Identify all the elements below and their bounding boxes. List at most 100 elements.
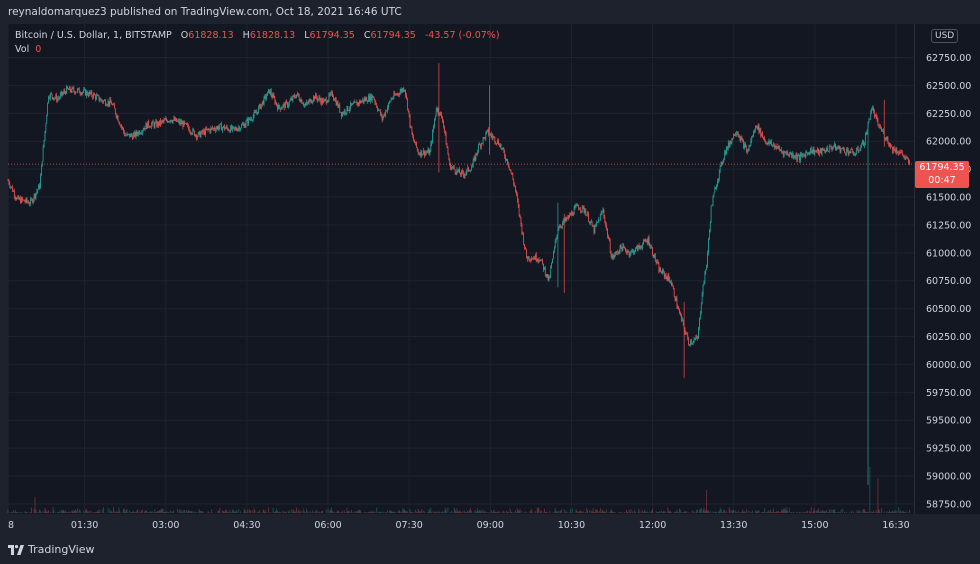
candle-body [74,91,76,94]
volume-bar [150,512,152,513]
volume-bar [900,510,901,513]
volume-bar [211,509,213,513]
candle-body [7,180,9,182]
candle-body [262,101,264,105]
volume-bar [544,511,546,513]
candle-body [296,94,297,98]
volume-bar [232,510,234,513]
volume-bar [521,511,523,513]
volume-bar [95,511,97,513]
candle-body [434,115,436,121]
volume-bar [546,511,548,513]
volume-bar [268,507,269,513]
candle-body [187,124,188,126]
volume-bar [430,507,432,513]
volume-bar [133,512,135,513]
chart-pane[interactable] [8,24,914,514]
candle-body [816,151,817,153]
candle-body [21,197,22,203]
volume-bar [718,510,720,513]
volume-bar [883,511,885,513]
volume-bar [543,508,545,513]
volume-bar [620,512,622,513]
volume-bar [441,511,443,513]
candle-body [140,133,141,134]
candle-body [109,99,111,105]
volume-bar [80,512,82,513]
volume-bar [780,512,781,513]
candle-body [719,165,721,171]
volume-bar [184,510,186,513]
candle-body [885,138,887,140]
volume-bar [830,509,832,513]
currency-button[interactable]: USD [931,29,959,43]
volume-bar [202,511,204,513]
candle-body [137,133,139,135]
volume-bar [474,510,476,513]
candle-body [452,167,453,168]
candle-body [217,126,219,130]
candle-body [872,107,873,110]
volume-bar [370,512,372,513]
candle-body [196,134,197,139]
candle-body [804,154,806,158]
candle-body [361,101,362,103]
volume-bar [657,511,659,513]
candle-body [365,97,367,101]
volume-bar [609,511,611,513]
volume-bar [335,512,337,513]
volume-bar [87,512,89,513]
candle-body [901,151,902,153]
volume-bar [181,510,183,513]
volume-bar [317,511,319,513]
candle-body [268,89,269,92]
candle-body [239,127,241,131]
candle-body [752,136,753,138]
candle-body [679,309,680,313]
volume-bar [779,512,781,513]
volume-bar [579,511,580,513]
candle-body [868,119,870,122]
candle-body [834,144,836,147]
candle-body [42,147,44,162]
volume-bar [355,510,357,513]
candle-body [743,140,744,149]
volume-bar [201,511,203,513]
candle-body [672,285,673,286]
tradingview-logo[interactable]: TradingView [8,543,94,556]
candle-body [167,120,168,123]
volume-bar [369,511,370,513]
volume-bar [88,510,90,513]
volume-bar [327,508,329,513]
candle-body [128,133,130,135]
candle-body [866,130,868,134]
volume-bar [303,508,305,513]
volume-bar [599,508,601,513]
volume-bar [851,510,853,513]
candle-body [652,247,653,255]
candle-body [699,313,701,318]
candle-body [122,127,123,129]
price-axis[interactable] [914,24,980,514]
volume-bar [333,511,334,513]
candle-body [527,256,529,260]
volume-bar [615,512,617,513]
candle-body [424,150,425,156]
volume-bar [224,510,226,513]
candle-body [287,102,288,107]
volume-bar [218,510,220,513]
volume-bar [681,512,683,513]
candle-body [322,99,323,104]
volume-bar [20,512,22,513]
volume-bar [129,510,131,513]
volume-bar [886,511,888,513]
volume-bar [704,511,706,513]
candle-body [252,116,254,120]
volume-bar [800,511,802,513]
volume-bar [378,512,379,513]
candle-body [602,209,604,213]
candle-body [635,247,636,252]
candle-body [837,147,838,149]
candle-body [451,167,452,170]
